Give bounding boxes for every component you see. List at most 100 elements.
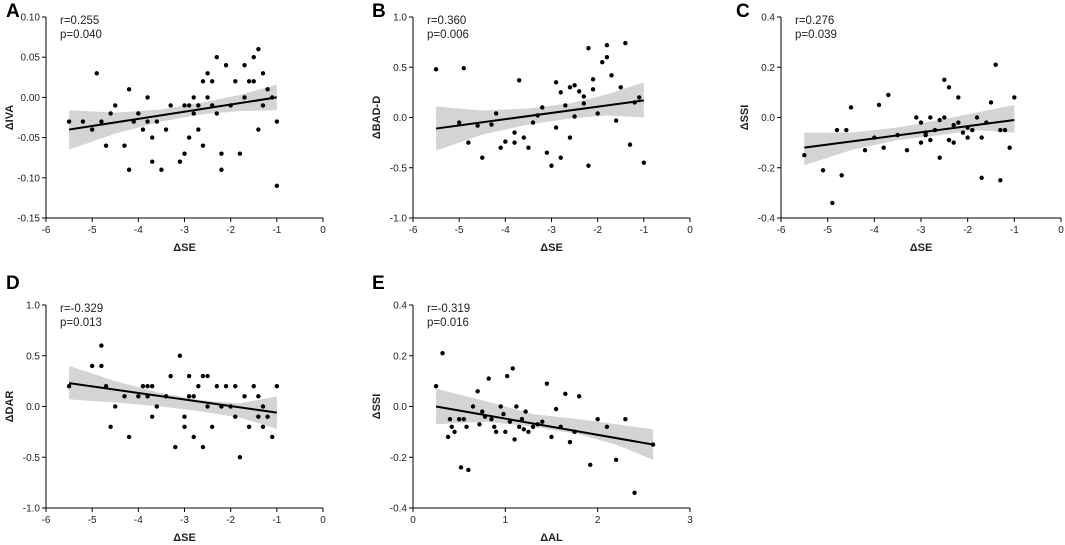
data-point-a [228,103,233,108]
data-point-d [265,414,270,419]
data-point-a [149,135,155,140]
data-point-d [149,384,155,389]
data-point-a [113,103,118,108]
data-point-b [581,94,587,99]
data-point-a [233,79,238,84]
data-point-c [974,115,980,120]
x-axis-title-a: ΔSE [173,242,196,254]
data-point-d [260,424,266,429]
confidence-band-b [436,82,644,151]
data-point-d [228,404,233,409]
data-point-c [951,140,956,145]
data-point-b [590,77,596,82]
data-point-b [489,122,494,127]
data-point-d [196,384,201,389]
data-point-b [493,111,499,116]
data-point-b [433,67,439,72]
x-tick-label-c: -5 [823,225,832,236]
data-point-e [492,424,497,429]
data-point-b [549,163,554,168]
data-point-a [205,95,210,100]
y-axis-title-c: ΔSSI [739,105,751,131]
data-point-b [641,160,647,165]
data-point-b [535,113,540,118]
data-point-d [233,384,238,389]
data-point-e [514,404,519,409]
data-point-c [886,92,891,98]
confidence-band-e [436,388,654,460]
data-point-e [501,411,506,417]
panel-c: -6 -5 -4 -3 -2 -1 0 -0.4 -0.2 0.0 0.2 0.4 ΔSE ΔSSI C r=… [736,1,1064,254]
data-point-a [210,79,215,84]
data-point-b [567,85,573,90]
data-point-e [553,406,559,412]
data-point-d [173,444,178,450]
data-point-e [567,439,573,445]
y-axis-title-d: ΔDAR [4,391,16,423]
x-tick-label-a: -1 [272,225,281,236]
data-point-e [588,462,593,468]
data-point-c [984,120,989,125]
data-point-e [475,389,480,394]
y-tick-label-c: -0.2 [758,163,776,174]
y-tick-label-d: -1.0 [23,504,41,515]
y-tick-label-d: 0.0 [26,402,40,413]
data-point-d [108,424,113,429]
data-point-b [521,135,526,140]
data-point-e [650,442,656,447]
p-value-a: p=0.040 [60,29,102,41]
y-tick-label-c: -0.4 [758,214,776,225]
data-point-c [928,137,933,143]
y-tick-label-d: 1.0 [26,301,40,312]
data-point-c [1007,145,1012,150]
data-point-d [163,394,169,399]
data-point-e [458,465,464,470]
data-point-e [461,416,466,422]
data-point-c [965,125,970,130]
data-point-e [464,424,469,429]
data-point-a [131,119,136,124]
data-point-a [260,71,266,76]
data-point-d [168,373,173,379]
y-tick-label-b: -0.5 [390,163,408,174]
data-point-c [951,122,956,128]
data-point-c [942,77,947,83]
data-point-e [540,419,545,424]
data-point-e [477,422,482,427]
regression-line-b [435,99,644,130]
data-point-d [233,414,238,419]
data-point-d [66,384,72,389]
data-point-c [918,120,924,125]
data-point-b [480,155,485,160]
data-point-a [126,167,132,172]
data-point-c [830,200,835,206]
p-value-b: p=0.006 [427,29,469,41]
r-value-a: r=0.255 [60,15,99,27]
data-point-a [210,103,215,108]
data-point-e [449,424,454,429]
data-point-c [965,135,970,140]
regression-line-c [804,119,1015,149]
data-point-e [526,429,531,435]
x-tick-label-c: 0 [1058,225,1064,236]
data-point-d [256,394,261,399]
x-tick-label-c: -6 [777,225,786,236]
data-point-b [609,73,614,78]
data-point-e [623,416,628,422]
y-tick-label-a: 0.10 [21,13,41,24]
x-tick-label-d: -4 [134,515,143,526]
data-point-a [186,103,192,108]
data-point-e [558,424,563,429]
data-point-d [223,384,229,389]
panel-e: 0 1 2 3 -0.4 -0.2 0.0 0.2 0.4 ΔAL ΔSSI Er=-0.319 p=0… [371,273,693,544]
data-point-d [182,414,187,419]
data-point-a [177,159,183,164]
x-tick-label-d: 0 [320,515,326,526]
data-point-b [516,78,522,83]
data-point-c [914,115,919,120]
data-point-d [99,343,104,348]
data-point-a [145,95,150,100]
data-point-a [163,127,169,132]
data-point-a [256,46,261,52]
x-tick-label-e: 2 [595,515,601,526]
